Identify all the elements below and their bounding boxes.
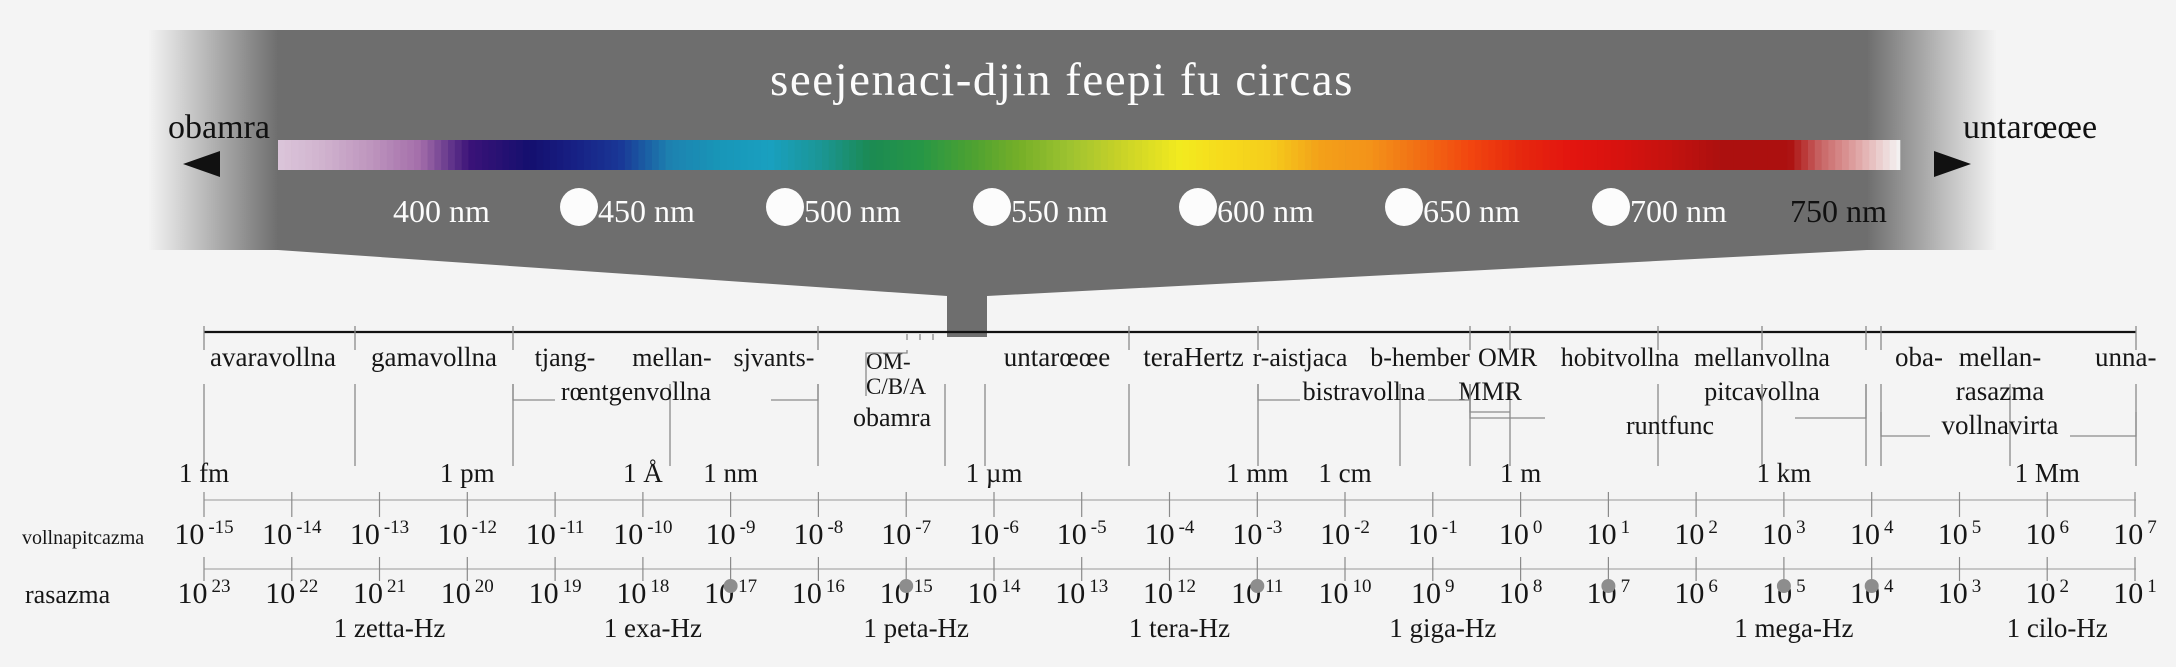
svg-text:106: 10 6 bbox=[2025, 517, 2069, 551]
svg-text:mellanvollna: mellanvollna bbox=[1694, 343, 1830, 372]
svg-text:oba-: oba- bbox=[1895, 342, 1943, 372]
svg-text:unna-: unna- bbox=[2095, 342, 2156, 372]
svg-text:teraHertz: teraHertz bbox=[1143, 342, 1243, 372]
svg-text:1 km: 1 km bbox=[1757, 458, 1812, 488]
svg-text:102: 10 2 bbox=[2025, 576, 2069, 610]
svg-text:seejenaci-djin feepi fu circas: seejenaci-djin feepi fu circas bbox=[770, 54, 1354, 106]
svg-text:mellan-: mellan- bbox=[1959, 342, 2041, 372]
svg-text:600 nm: 600 nm bbox=[1217, 193, 1314, 229]
svg-text:10-5: 10 -5 bbox=[1057, 517, 1107, 551]
svg-text:obamra: obamra bbox=[853, 403, 931, 432]
svg-text:101: 10 1 bbox=[2113, 576, 2157, 610]
svg-text:107: 10 7 bbox=[2113, 517, 2157, 551]
svg-text:avaravollna: avaravollna bbox=[210, 342, 336, 372]
svg-text:550 nm: 550 nm bbox=[1011, 193, 1108, 229]
svg-text:10-6: 10 -6 bbox=[969, 517, 1019, 551]
svg-text:103: 10 3 bbox=[1938, 576, 1982, 610]
svg-text:untarœœe: untarœœe bbox=[1963, 109, 2097, 146]
svg-text:rœntgenvollna: rœntgenvollna bbox=[561, 377, 712, 406]
svg-text:1 µm: 1 µm bbox=[966, 458, 1023, 488]
svg-text:1 fm: 1 fm bbox=[179, 458, 229, 488]
svg-text:1 zetta-Hz: 1 zetta-Hz bbox=[334, 613, 446, 643]
svg-text:1 exa-Hz: 1 exa-Hz bbox=[604, 613, 702, 643]
svg-text:101: 10 1 bbox=[1587, 517, 1631, 551]
svg-text:1 tera-Hz: 1 tera-Hz bbox=[1129, 613, 1230, 643]
svg-text:tjang-: tjang- bbox=[535, 343, 596, 372]
svg-text:bistravollna: bistravollna bbox=[1303, 377, 1426, 406]
svg-text:1 m: 1 m bbox=[1500, 458, 1541, 488]
svg-text:400 nm: 400 nm bbox=[393, 193, 490, 229]
svg-text:10-15: 10 -15 bbox=[174, 517, 233, 551]
svg-text:104: 10 4 bbox=[1850, 517, 1894, 551]
svg-text:vollnapitcazma: vollnapitcazma bbox=[22, 527, 144, 549]
svg-text:runtfunc: runtfunc bbox=[1626, 411, 1714, 440]
svg-text:10-8: 10 -8 bbox=[793, 517, 843, 551]
svg-text:10-14: 10 -14 bbox=[262, 517, 322, 551]
svg-text:450 nm: 450 nm bbox=[598, 193, 695, 229]
svg-text:rasazma: rasazma bbox=[25, 580, 111, 609]
svg-text:106: 10 6 bbox=[1674, 576, 1718, 610]
svg-text:500 nm: 500 nm bbox=[804, 193, 901, 229]
svg-text:100: 10 0 bbox=[1499, 517, 1543, 551]
svg-text:mellan-: mellan- bbox=[632, 343, 711, 372]
svg-text:10-13: 10 -13 bbox=[350, 517, 409, 551]
svg-text:750 nm: 750 nm bbox=[1790, 193, 1887, 229]
svg-text:MMR: MMR bbox=[1458, 377, 1522, 406]
svg-text:105: 10 5 bbox=[1938, 517, 1982, 551]
svg-text:650 nm: 650 nm bbox=[1423, 193, 1520, 229]
svg-text:700 nm: 700 nm bbox=[1630, 193, 1727, 229]
svg-text:gamavollna: gamavollna bbox=[371, 342, 497, 372]
svg-text:1 peta-Hz: 1 peta-Hz bbox=[863, 613, 969, 643]
svg-text:10-11: 10 -11 bbox=[526, 517, 585, 551]
svg-text:10-7: 10 -7 bbox=[881, 517, 931, 551]
svg-text:1 mm: 1 mm bbox=[1226, 458, 1288, 488]
svg-text:109: 10 9 bbox=[1411, 576, 1455, 610]
svg-text:1 cm: 1 cm bbox=[1318, 458, 1371, 488]
svg-text:b-hember: b-hember bbox=[1370, 343, 1470, 372]
svg-text:untarœœe: untarœœe bbox=[1004, 342, 1110, 372]
svg-text:1 Mm: 1 Mm bbox=[2015, 458, 2080, 488]
svg-text:10-3: 10 -3 bbox=[1232, 517, 1282, 551]
svg-text:1 giga-Hz: 1 giga-Hz bbox=[1389, 613, 1496, 643]
svg-text:10-9: 10 -9 bbox=[706, 517, 756, 551]
svg-text:sjvants-: sjvants- bbox=[734, 343, 815, 372]
svg-text:hobitvollna: hobitvollna bbox=[1561, 343, 1680, 372]
svg-text:10-10: 10 -10 bbox=[613, 517, 672, 551]
svg-text:108: 10 8 bbox=[1499, 576, 1543, 610]
svg-text:10-12: 10 -12 bbox=[438, 517, 497, 551]
svg-text:1 pm: 1 pm bbox=[440, 458, 495, 488]
svg-text:r-aistjaca: r-aistjaca bbox=[1253, 343, 1348, 372]
svg-text:10-2: 10 -2 bbox=[1320, 517, 1370, 551]
svg-text:10-4: 10 -4 bbox=[1145, 517, 1195, 551]
svg-text:C/B/A: C/B/A bbox=[866, 374, 926, 399]
svg-text:10-1: 10 -1 bbox=[1408, 517, 1458, 551]
svg-text:vollnavirta: vollnavirta bbox=[1942, 410, 2059, 440]
svg-text:rasazma: rasazma bbox=[1956, 376, 2044, 406]
svg-text:1 nm: 1 nm bbox=[703, 458, 758, 488]
svg-text:1 mega-Hz: 1 mega-Hz bbox=[1734, 613, 1853, 643]
svg-text:obamra: obamra bbox=[168, 109, 270, 146]
svg-text:OMR: OMR bbox=[1478, 343, 1538, 372]
svg-text:103: 10 3 bbox=[1762, 517, 1806, 551]
svg-text:1 Å: 1 Å bbox=[623, 458, 663, 488]
svg-text:1 cilo-Hz: 1 cilo-Hz bbox=[2007, 613, 2108, 643]
svg-text:102: 10 2 bbox=[1674, 517, 1718, 551]
